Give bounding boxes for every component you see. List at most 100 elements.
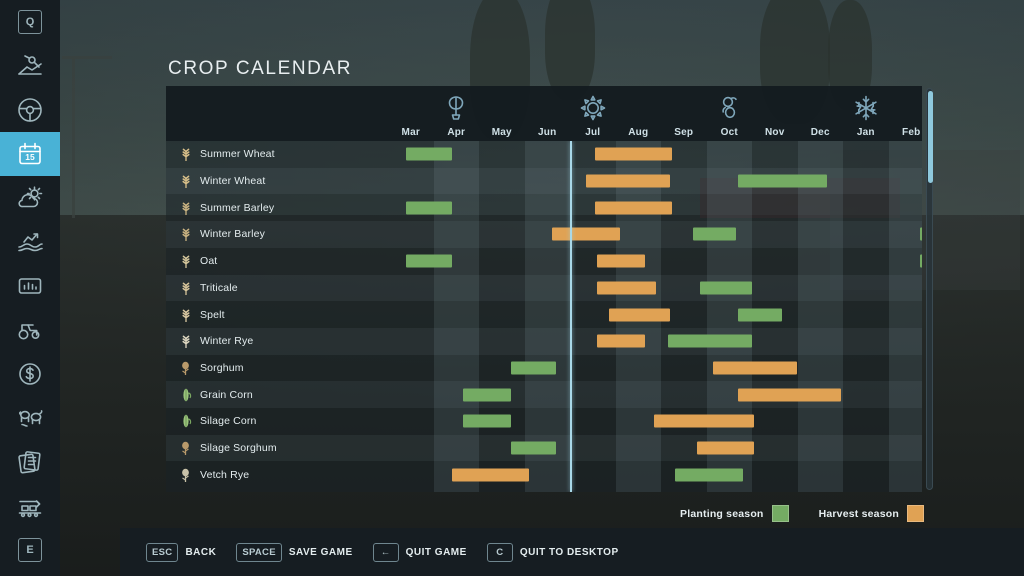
month-label-apr: Apr bbox=[447, 127, 466, 138]
key-q-icon: Q bbox=[18, 10, 42, 34]
harvest-season-bar bbox=[738, 388, 841, 402]
calendar-icon: 15 bbox=[16, 140, 44, 168]
rye-icon bbox=[178, 333, 194, 349]
spring-leaf-icon bbox=[441, 93, 471, 123]
crop-name: Sorghum bbox=[200, 361, 244, 374]
action-quit-game[interactable]: ← QUIT GAME bbox=[372, 542, 467, 562]
sorghum-icon bbox=[178, 360, 194, 376]
table-row[interactable]: Oat bbox=[166, 248, 922, 275]
sidebar-item-contracts[interactable] bbox=[0, 440, 60, 484]
planting-season-bar bbox=[738, 308, 782, 322]
table-row[interactable]: Winter Barley bbox=[166, 221, 922, 248]
harvest-season-bar bbox=[551, 227, 621, 241]
current-date-marker bbox=[570, 141, 572, 492]
month-label-mar: Mar bbox=[401, 127, 420, 138]
planting-season-bar bbox=[406, 201, 452, 215]
sidebar: Q 15 E bbox=[0, 0, 60, 576]
action-label: SAVE GAME bbox=[288, 546, 353, 558]
sidebar-item-prices[interactable] bbox=[0, 220, 60, 264]
oat-icon bbox=[178, 253, 194, 269]
sorghum-icon bbox=[178, 440, 194, 456]
harvest-season-bar bbox=[597, 281, 657, 295]
planting-season-bar bbox=[699, 281, 752, 295]
month-column-band bbox=[797, 141, 843, 492]
table-row[interactable]: Summer Wheat bbox=[166, 141, 922, 168]
planting-season-bar bbox=[510, 361, 557, 375]
table-row[interactable]: Vetch Rye bbox=[166, 461, 922, 488]
sidebar-item-vehicles[interactable] bbox=[0, 308, 60, 352]
planting-season-bar bbox=[406, 254, 452, 268]
table-row[interactable]: Sorghum bbox=[166, 355, 922, 382]
sidebar-item-key-q[interactable]: Q bbox=[0, 0, 60, 44]
action-label: QUIT TO DESKTOP bbox=[519, 546, 619, 558]
planting-season-bar bbox=[406, 147, 452, 161]
crop-name: Winter Wheat bbox=[200, 175, 266, 188]
harvest-season-bar bbox=[608, 308, 671, 322]
spelt-icon bbox=[178, 307, 194, 323]
legend-planting-label: Planting season bbox=[680, 507, 764, 520]
scrollbar-thumb[interactable] bbox=[928, 91, 933, 183]
month-label-nov: Nov bbox=[765, 127, 785, 138]
planting-season-bar bbox=[738, 174, 828, 188]
contracts-icon bbox=[16, 448, 44, 476]
calendar-body: Summer Wheat Winter Wheat Summer Barley … bbox=[166, 141, 922, 492]
planting-season-bar bbox=[674, 468, 743, 482]
triticale-icon bbox=[178, 280, 194, 296]
planting-season-bar bbox=[920, 227, 922, 241]
action-label: QUIT GAME bbox=[405, 546, 467, 558]
action-back[interactable]: ESC BACK bbox=[146, 542, 216, 562]
sidebar-item-calendar[interactable]: 15 bbox=[0, 132, 60, 176]
table-row[interactable]: Grain Corn bbox=[166, 381, 922, 408]
table-row[interactable]: Silage Corn bbox=[166, 408, 922, 435]
weather-icon bbox=[16, 184, 44, 212]
sidebar-item-map-overview[interactable] bbox=[0, 44, 60, 88]
crop-calendar-table: Mar Apr May Jun Jul Aug Sep Oct Nov Dec Jan Feb Sum… bbox=[166, 86, 922, 492]
crop-name: Vetch Rye bbox=[200, 468, 250, 481]
table-row[interactable]: Silage Sorghum bbox=[166, 434, 922, 462]
month-label-may: May bbox=[491, 127, 512, 138]
crop-name: Oat bbox=[200, 255, 218, 268]
planting-season-bar bbox=[510, 441, 557, 455]
month-label-jun: Jun bbox=[538, 127, 557, 138]
crop-name: Triticale bbox=[200, 281, 238, 294]
month-column-band bbox=[524, 141, 570, 492]
corn-icon bbox=[178, 413, 194, 429]
planting-season-bar bbox=[667, 334, 752, 348]
crop-name: Spelt bbox=[200, 308, 225, 321]
barley-icon bbox=[178, 200, 194, 216]
harvest-season-bar bbox=[585, 174, 671, 188]
legend-planting-swatch bbox=[771, 505, 789, 522]
month-label-feb: Feb bbox=[902, 127, 921, 138]
table-row[interactable]: Winter Wheat bbox=[166, 167, 922, 195]
month-label-aug: Aug bbox=[628, 127, 649, 138]
calendar-scrollbar[interactable] bbox=[926, 88, 933, 490]
table-row[interactable]: Triticale bbox=[166, 274, 922, 302]
crop-name: Grain Corn bbox=[200, 388, 253, 401]
harvest-season-bar bbox=[697, 441, 755, 455]
sidebar-item-statistics[interactable] bbox=[0, 264, 60, 308]
harvest-season-bar bbox=[451, 468, 530, 482]
sidebar-item-production[interactable] bbox=[0, 484, 60, 528]
harvest-season-bar bbox=[713, 361, 798, 375]
harvest-season-bar bbox=[595, 147, 673, 161]
sidebar-item-finances[interactable] bbox=[0, 352, 60, 396]
sidebar-item-key-e[interactable]: E bbox=[0, 528, 60, 572]
planting-season-bar bbox=[463, 388, 511, 402]
sidebar-item-animals[interactable] bbox=[0, 396, 60, 440]
planting-season-bar bbox=[692, 227, 737, 241]
action-quit-to-desktop[interactable]: C QUIT TO DESKTOP bbox=[486, 542, 619, 562]
sidebar-item-weather[interactable] bbox=[0, 176, 60, 220]
sidebar-item-steering-wheel[interactable] bbox=[0, 88, 60, 132]
month-label-jan: Jan bbox=[856, 127, 875, 138]
key-badge: C bbox=[486, 542, 513, 562]
wheat-icon bbox=[178, 173, 194, 189]
autumn-acorn-icon bbox=[714, 93, 744, 123]
table-row[interactable]: Summer Barley bbox=[166, 194, 922, 221]
table-row[interactable]: Winter Rye bbox=[166, 327, 922, 355]
harvest-season-bar bbox=[654, 414, 755, 428]
production-icon bbox=[16, 492, 44, 520]
table-row[interactable]: Spelt bbox=[166, 301, 922, 328]
key-badge: ESC bbox=[146, 542, 179, 562]
action-save-game[interactable]: SPACE SAVE GAME bbox=[236, 542, 353, 562]
key-badge: ← bbox=[372, 542, 399, 562]
